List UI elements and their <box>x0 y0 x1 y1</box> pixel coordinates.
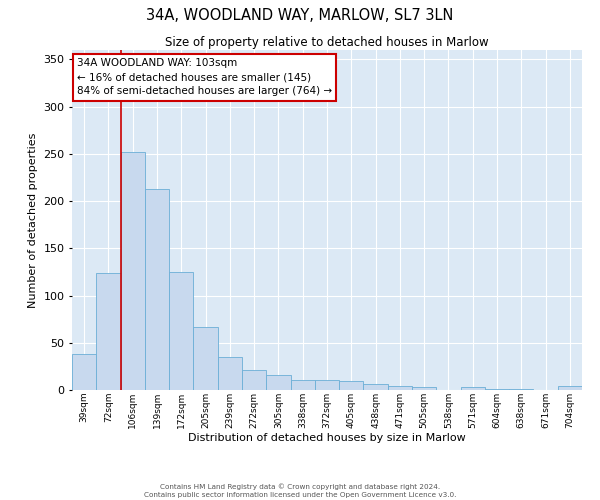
Bar <box>461 387 485 390</box>
Bar <box>339 380 364 390</box>
Bar <box>218 357 242 390</box>
Bar <box>558 386 582 390</box>
Bar <box>485 389 509 390</box>
Bar <box>315 380 339 390</box>
Title: Size of property relative to detached houses in Marlow: Size of property relative to detached ho… <box>165 36 489 49</box>
Bar <box>96 273 121 390</box>
Bar <box>242 370 266 390</box>
Bar <box>364 384 388 390</box>
Bar <box>72 354 96 390</box>
X-axis label: Distribution of detached houses by size in Marlow: Distribution of detached houses by size … <box>188 434 466 444</box>
Y-axis label: Number of detached properties: Number of detached properties <box>28 132 38 308</box>
Bar <box>388 386 412 390</box>
Bar <box>169 272 193 390</box>
Text: 34A, WOODLAND WAY, MARLOW, SL7 3LN: 34A, WOODLAND WAY, MARLOW, SL7 3LN <box>146 8 454 22</box>
Bar <box>121 152 145 390</box>
Bar <box>193 326 218 390</box>
Bar <box>509 389 533 390</box>
Bar <box>290 380 315 390</box>
Text: 34A WOODLAND WAY: 103sqm
← 16% of detached houses are smaller (145)
84% of semi-: 34A WOODLAND WAY: 103sqm ← 16% of detach… <box>77 58 332 96</box>
Bar <box>412 387 436 390</box>
Bar <box>145 189 169 390</box>
Text: Contains HM Land Registry data © Crown copyright and database right 2024.
Contai: Contains HM Land Registry data © Crown c… <box>144 484 456 498</box>
Bar <box>266 375 290 390</box>
